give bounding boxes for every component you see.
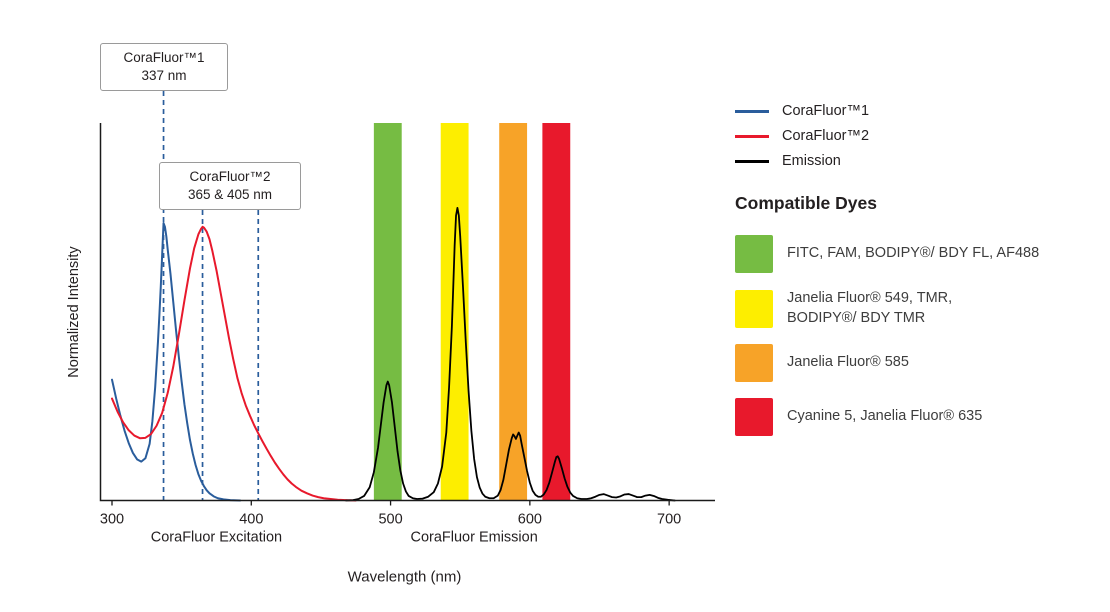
x-tick-label: 300: [100, 512, 124, 528]
corafluor1-line-swatch: [735, 109, 769, 113]
spectra-plot: 300 400 500 600 700 CoraFluor Excitation CoraF…: [66, 91, 715, 586]
corafluor1-excitation-curve: [111, 222, 242, 502]
dye-swatch-yellow: [735, 289, 773, 328]
corafluor2-excitation-curve: [111, 225, 357, 502]
legend-label: CoraFluor™2: [782, 128, 870, 144]
dye-row-orange: Janelia Fluor® 585: [735, 344, 1095, 383]
dye-label: Janelia Fluor® 549, TMR, BODIPY®/ BDY TM…: [787, 290, 953, 326]
annotation-title: CoraFluor™2: [189, 169, 271, 184]
emission-line-swatch: [735, 159, 769, 163]
annotation-corafluor1-337nm: CoraFluor™1 337 nm: [100, 43, 228, 92]
dye-label: Cyanine 5, Janelia Fluor® 635: [787, 408, 983, 425]
legend-item-emission: Emission: [735, 153, 1095, 169]
annotation-corafluor2-365-405nm: CoraFluor™2 365 & 405 nm: [159, 162, 301, 211]
corafluor2-line-swatch: [735, 134, 769, 138]
x-axis-title: Wavelength (nm): [348, 569, 462, 586]
dye-swatch-green: [735, 235, 773, 273]
axes-lines: [99, 123, 715, 502]
legend-label: CoraFluor™1: [782, 103, 870, 119]
axis-group-caption: CoraFluor Excitation: [151, 530, 282, 546]
dye-swatch-red: [735, 398, 773, 437]
x-tick-label: 400: [239, 512, 263, 528]
annotation-title: CoraFluor™1: [123, 50, 205, 65]
annotation-value: 337 nm: [141, 68, 187, 84]
band-cy5-jf635: [542, 123, 571, 501]
x-tick-label: 500: [378, 512, 402, 528]
y-axis-title: Normalized Intensity: [66, 246, 82, 378]
legend-item-corafluor1: CoraFluor™1: [735, 103, 1095, 119]
dye-label: Janelia Fluor® 585: [787, 354, 909, 371]
compatible-dyes-heading: Compatible Dyes: [735, 193, 877, 213]
legend-label: Emission: [782, 153, 841, 169]
x-tick-label: 600: [518, 512, 542, 528]
emission-curve: [345, 207, 676, 502]
dye-row-red: Cyanine 5, Janelia Fluor® 635: [735, 398, 1095, 437]
dye-label: FITC, FAM, BODIPY®/ BDY FL, AF488: [787, 245, 1040, 262]
legend-panel: CoraFluor™1 CoraFluor™2 Emission Compati…: [735, 103, 1095, 452]
axis-group-caption: CoraFluor Emission: [410, 530, 537, 546]
dye-row-green: FITC, FAM, BODIPY®/ BDY FL, AF488: [735, 235, 1095, 273]
dye-swatch-orange: [735, 344, 773, 383]
band-jf585: [499, 123, 528, 501]
x-tick-label: 700: [657, 512, 681, 528]
annotation-value: 365 & 405 nm: [187, 187, 273, 203]
legend-item-corafluor2: CoraFluor™2: [735, 128, 1095, 144]
dye-row-yellow: Janelia Fluor® 549, TMR, BODIPY®/ BDY TM…: [735, 289, 1095, 328]
